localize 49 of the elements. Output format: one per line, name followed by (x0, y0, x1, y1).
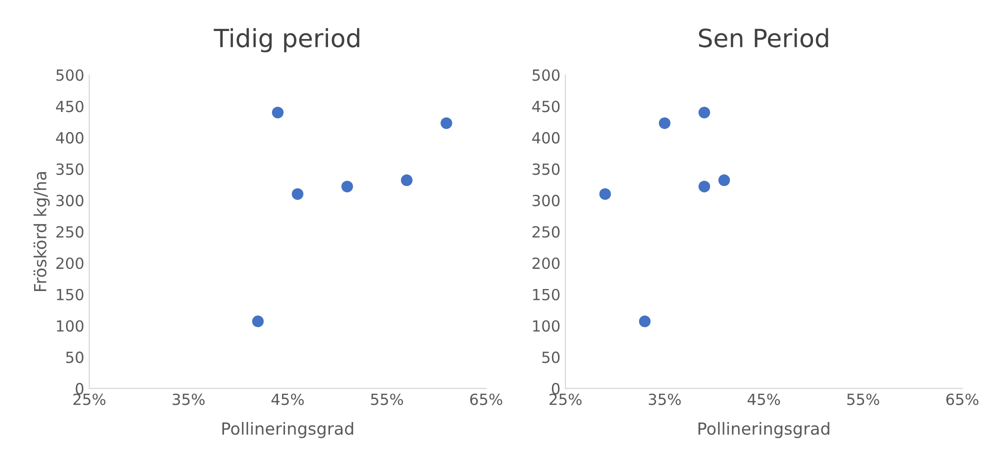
y-tick-label: 350 (532, 163, 560, 175)
point (400, 174, 413, 186)
y-tick-label: 0 (552, 382, 560, 394)
x-tick-label: 45% (271, 394, 304, 406)
point (698, 180, 710, 192)
x-tick-label: 65% (470, 394, 502, 406)
y-tick-label: 100 (533, 320, 560, 332)
y-tick-label: 500 (56, 69, 84, 81)
x-tick-label: 45% (748, 394, 780, 406)
x-tick-label: 35% (648, 394, 681, 406)
x-tick-label: 55% (371, 394, 404, 406)
x-tick-label: 25% (550, 394, 582, 406)
chart-title: Sen Period (698, 28, 828, 48)
y-tick-label: 300 (56, 194, 84, 206)
point (292, 188, 304, 200)
y-tick-label: 450 (532, 100, 560, 112)
point (718, 174, 730, 186)
point (658, 117, 670, 129)
point (252, 316, 264, 328)
x-axis-title: Pollineringsgrad (698, 422, 830, 438)
y-tick-label: 300 (532, 194, 560, 206)
y-tick-label: 400 (532, 132, 560, 144)
y-tick-label: 250 (56, 226, 84, 238)
x-tick-label: 65% (946, 394, 978, 406)
y-tick-label: 250 (532, 226, 560, 238)
y-tick-label: 500 (532, 69, 560, 81)
y-tick-label: 100 (56, 320, 84, 332)
point (440, 117, 452, 129)
point (341, 180, 354, 192)
y-tick-label: 200 (532, 257, 560, 270)
y-tick-label: 150 (533, 288, 560, 300)
x-tick-label: 25% (73, 394, 106, 406)
y-tick-label: 50 (66, 352, 84, 364)
y-tick-label: 400 (56, 132, 84, 144)
point (638, 316, 651, 328)
y-tick-label: 0 (76, 382, 84, 394)
x-axis-title: Pollineringsgrad (222, 422, 354, 438)
x-tick-label: 55% (847, 394, 880, 406)
chart-title: Tidig period (214, 28, 360, 52)
y-tick-label: 200 (56, 257, 84, 270)
y-axis-title: Fröskörd kg/ha (34, 172, 50, 292)
point (599, 188, 611, 200)
x-tick-label: 35% (172, 394, 205, 406)
y-tick-label: 350 (56, 163, 84, 175)
y-tick-label: 150 (56, 288, 84, 300)
y-tick-label: 450 (56, 100, 84, 112)
point (272, 106, 284, 118)
y-tick-label: 50 (542, 352, 560, 364)
point (698, 106, 710, 118)
